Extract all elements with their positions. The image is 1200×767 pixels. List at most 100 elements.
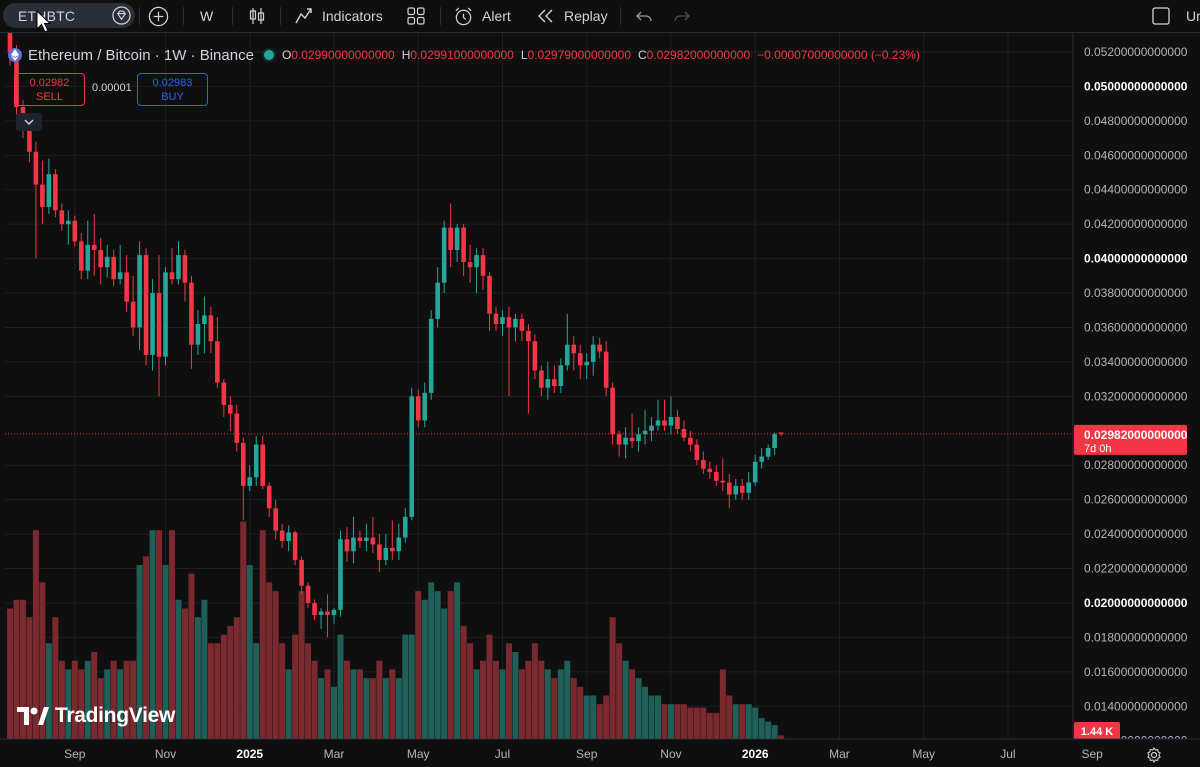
sell-price: 0.02982 [29,77,70,89]
indicators-icon [295,8,312,24]
tradingview-logo[interactable]: TradingView [17,704,175,728]
replay-button[interactable]: Replay [536,0,608,32]
diamond-icon[interactable] [112,6,131,25]
volume-bar [674,704,681,739]
candle-body [422,392,428,421]
replay-icon [538,9,553,23]
volume-bar [97,678,104,739]
candle-body [623,437,628,445]
buy-label: BUY [161,91,184,103]
price-tick-label: 0.02600000000000 [1084,493,1188,507]
candle-body [532,341,538,371]
candle-body [27,124,32,152]
candle-body [370,537,376,545]
candle-body [299,559,304,586]
candle-body [260,444,266,486]
volume-bar [363,678,370,739]
candle-body [765,447,771,457]
price-tick-label: 0.03200000000000 [1084,389,1188,403]
layouts-button[interactable] [406,0,426,32]
volume-bar [700,707,707,739]
candle-body [221,382,227,405]
chart-type-button[interactable] [247,0,267,32]
candle-body [500,317,505,325]
candle-body [195,324,201,345]
candle-body [552,379,557,386]
candle-body [519,318,525,331]
volume-bar [272,591,279,739]
candle-body [305,585,311,603]
sell-button[interactable]: 0.02982 SELL [14,73,85,106]
candle-body [662,420,667,426]
buy-button[interactable]: 0.02983 BUY [137,73,208,106]
volume-bar [752,707,759,739]
replay-label: Replay [564,8,608,24]
legend-change: −0.00007000000000 (−0.23%) [757,48,920,62]
candle-body [688,437,693,445]
candle-body [402,516,408,538]
fullscreen-button[interactable] [1151,0,1171,32]
candle-body [526,330,531,342]
user-menu-button[interactable]: Ur [1186,0,1200,32]
candle-body [655,420,661,426]
time-tick-label: Mar [829,747,850,761]
volume-bar [382,678,389,739]
price-axis[interactable]: 0.05200000000000 0.05000000000000 0.048000… [1072,33,1200,748]
volume-bar [525,660,532,739]
candle-body [130,301,136,328]
alert-button[interactable]: Alert [453,0,511,32]
indicators-button[interactable]: Indicators [294,0,383,32]
candle-body [357,537,363,541]
volume-bar [214,643,221,739]
volume-bar [661,704,668,739]
volume-bar [318,678,325,739]
volume-bar [642,686,649,739]
interval-button[interactable]: W [200,0,213,32]
volume-bar [123,660,130,739]
volume-bar [259,530,266,739]
candle-body [85,244,91,271]
candle-body [40,184,45,207]
volume-bar [493,660,499,739]
indicators-label: Indicators [322,8,383,24]
volume-bar [279,643,286,739]
redo-button[interactable] [672,0,692,32]
candle-body [461,227,466,263]
candle-body [312,602,317,616]
volume-bar [531,643,538,739]
symbol-search[interactable]: ETHBTC [3,3,135,28]
candle-body [701,460,706,469]
candle-body [428,318,434,393]
top-toolbar: ETHBTC W Indicators Alert Replay Ur [0,0,1200,33]
time-axis[interactable]: Sep Nov 2025 Mar May Jul Sep Nov 2026 Mar May Jul Se… [0,738,1200,767]
time-tick-label: May [407,747,430,761]
volume-bar [557,669,564,739]
settings-gear-icon[interactable] [1146,747,1162,763]
price-tick-label: 0.02200000000000 [1084,562,1188,576]
price-tick-label: 0.04400000000000 [1084,183,1188,197]
volume-bar [564,660,571,739]
volume-bar [104,669,111,739]
collapse-legend-button[interactable] [16,113,42,131]
market-open-indicator [263,50,274,60]
volume-bar [39,582,46,739]
alert-label: Alert [482,8,511,24]
tradingview-logo-text: TradingView [55,704,176,727]
candle-body [273,508,278,531]
volume-bar [91,652,98,739]
candle-body [215,341,220,383]
volume-bar [693,707,700,739]
volume-bar [117,669,124,739]
candle-body [545,379,551,388]
candle-body [247,477,253,486]
mouse-pointer-icon [36,10,52,33]
volume-bar [143,556,150,739]
volume-bar [648,695,655,739]
add-symbol-button[interactable] [148,0,169,32]
price-tick-label: 0.03800000000000 [1084,286,1188,300]
candle-body [474,255,479,268]
undo-button[interactable] [634,0,654,32]
volume-bar [181,608,188,739]
chart-legend[interactable]: Ethereum / Bitcoin · 1W · Binance O0.029… [8,44,920,66]
